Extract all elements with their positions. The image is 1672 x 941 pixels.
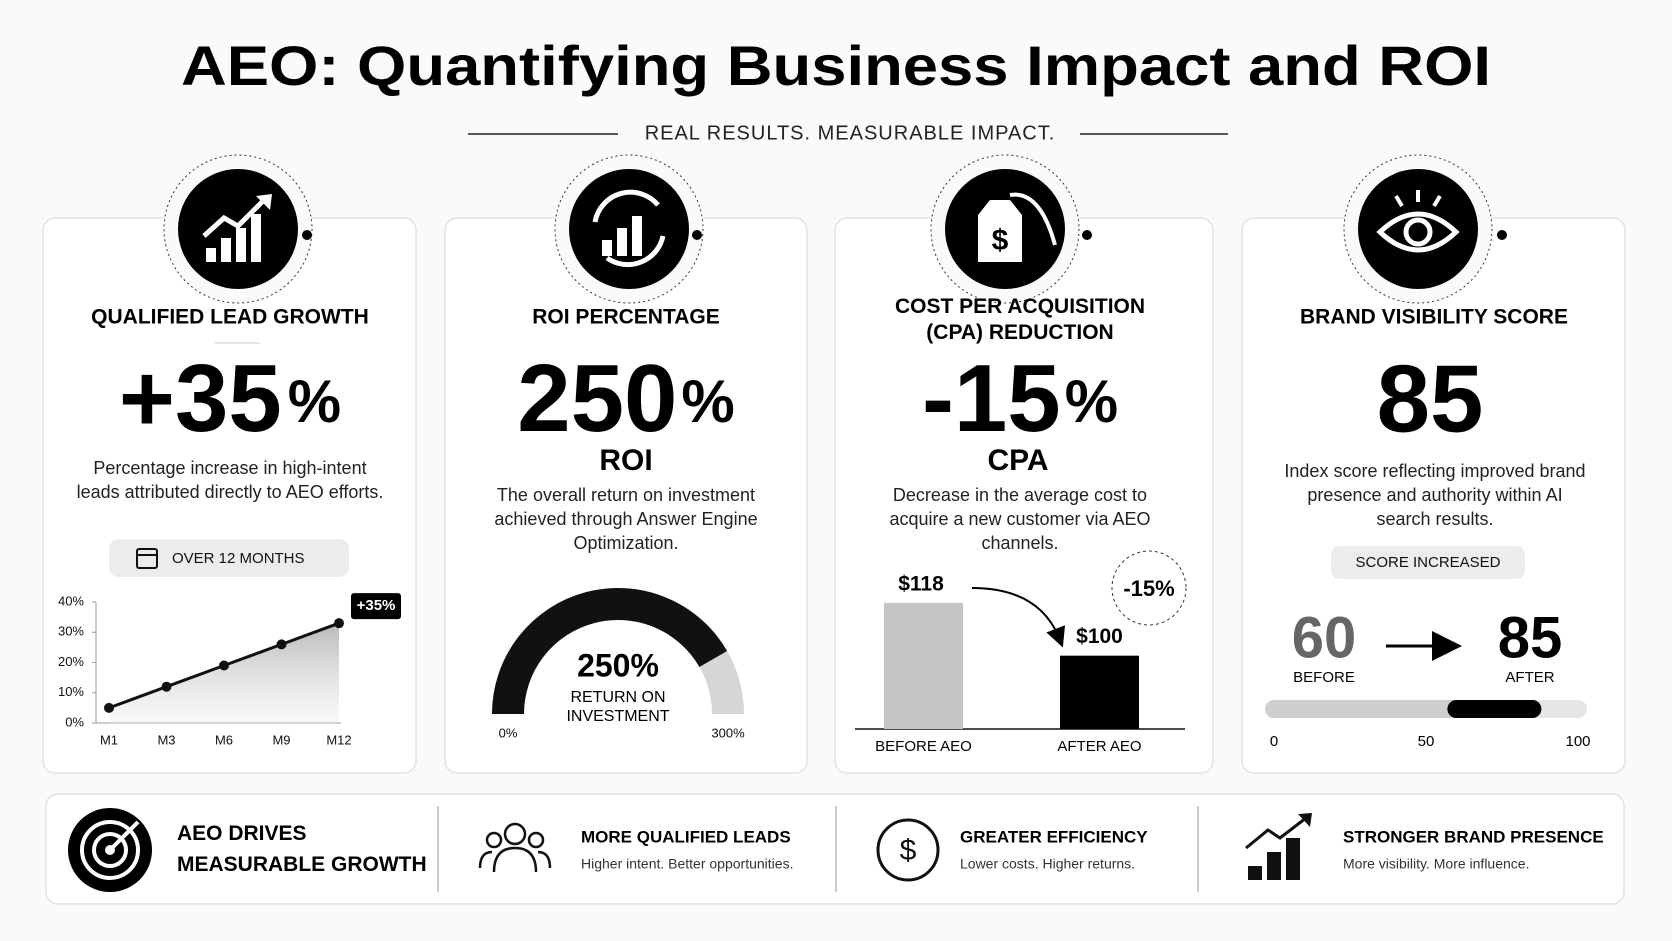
svg-text:$: $ (900, 834, 917, 867)
card-title: ROI PERCENTAGE (532, 306, 719, 329)
bar (1060, 655, 1139, 729)
description: Decrease in the average cost to acquire … (889, 485, 1151, 553)
icon-growth (163, 154, 313, 304)
calendar-icon (136, 548, 158, 569)
callout (1111, 550, 1187, 626)
footer-panel (45, 793, 1625, 905)
icon-eye (1343, 154, 1507, 304)
x-tick-label: M6 (215, 732, 233, 747)
y-tick-label: 30% (58, 624, 84, 639)
x-tick-label: M1 (100, 732, 118, 747)
metric: +35% (119, 345, 341, 452)
footer-item-text: Lower costs. Higher returns. (960, 856, 1135, 872)
target-icon (68, 808, 152, 892)
y-tick-label: 10% (58, 684, 84, 699)
gauge-caption: RETURN ON INVESTMENT (566, 689, 670, 725)
icon-roi (554, 154, 704, 304)
footer-headline: AEO DRIVES MEASURABLE GROWTH (177, 822, 427, 876)
tick-label: 0% (499, 725, 518, 740)
annotation: +35% (357, 597, 396, 614)
metric-label: CPA (987, 444, 1048, 477)
x-tick-label: M9 (272, 732, 290, 747)
metric-label: ROI (599, 444, 652, 477)
footer-item-text: More visibility. More influence. (1343, 856, 1529, 872)
description-box: Percentage increase in high-intent leads… (76, 458, 384, 502)
metric-unit: % (681, 368, 734, 435)
metric-value: +35 (119, 345, 282, 452)
description-box: The overall return on investment achieve… (494, 485, 758, 553)
metric-value: 85 (1377, 345, 1484, 452)
description-box: Decrease in the average cost to acquire … (889, 485, 1151, 553)
point (104, 702, 114, 713)
footer-item-title: GREATER EFFICIENCY (960, 827, 1148, 846)
badge-text: SCORE INCREASED (1355, 554, 1500, 571)
metric-unit: % (1065, 368, 1118, 435)
y-tick-label: 0% (65, 714, 84, 729)
metric-unit: % (288, 368, 341, 435)
metric: -15% (922, 345, 1118, 452)
chart-icon (1245, 813, 1312, 880)
x-tick-label: M12 (326, 732, 351, 747)
dollar-icon: $ (876, 818, 940, 882)
y-tick-label: 20% (58, 654, 84, 669)
badge (109, 539, 349, 577)
card-title: COST PER ACQUISITION (CPA) REDUCTION (894, 295, 1146, 344)
x-tick-label: M3 (157, 732, 175, 747)
caption-box: RETURN ON INVESTMENT (566, 689, 670, 725)
annotation: -15% (1123, 576, 1174, 601)
score: 85 (1498, 605, 1563, 670)
page-title: AEO: Quantifying Business Impact and ROI (181, 34, 1491, 97)
metric-value: 250 (517, 345, 677, 452)
point (276, 639, 287, 650)
description: Percentage increase in high-intent leads… (76, 458, 384, 502)
y-tick-label: 40% (58, 593, 84, 608)
x-tick-label: BEFORE AEO (875, 738, 972, 755)
callout (351, 593, 401, 620)
value-label: $118 (898, 572, 944, 595)
card-title: BRAND VISIBILITY SCORE (1300, 306, 1568, 329)
x-tick-label: 0 (1270, 733, 1278, 750)
badge (1331, 546, 1525, 579)
arrow (971, 587, 1066, 648)
gauge-label: 250% (577, 647, 659, 683)
x-tick-label: 100 (1565, 733, 1590, 750)
tick-label: 300% (711, 725, 745, 740)
card-title: QUALIFIED LEAD GROWTH (91, 306, 369, 329)
x-tick-label: 50 (1418, 733, 1435, 750)
metric: 250% (517, 345, 735, 452)
point (161, 681, 172, 692)
people-icon (478, 822, 552, 873)
score-label: BEFORE (1293, 669, 1355, 686)
metric-value: -15 (922, 345, 1061, 452)
bar (884, 602, 963, 729)
title-box: COST PER ACQUISITION (CPA) REDUCTION (894, 295, 1146, 344)
svg-text:$: $ (992, 224, 1009, 257)
icon-cost: $ (930, 154, 1092, 304)
headline-box: AEO DRIVES MEASURABLE GROWTH (177, 822, 427, 876)
point (334, 618, 344, 629)
x-tick-label: AFTER AEO (1057, 738, 1141, 755)
score-label: AFTER (1505, 669, 1554, 686)
description-box: Index score reflecting improved brand pr… (1284, 461, 1586, 529)
footer-item-title: STRONGER BRAND PRESENCE (1343, 827, 1604, 846)
badge-text: OVER 12 MONTHS (172, 550, 305, 567)
score: 60 (1292, 605, 1357, 670)
description: The overall return on investment achieve… (494, 485, 758, 553)
footer-item-title: MORE QUALIFIED LEADS (581, 827, 791, 846)
value-label: $100 (1076, 625, 1123, 648)
point (219, 660, 229, 671)
description: Index score reflecting improved brand pr… (1284, 461, 1586, 529)
footer-item-text: Higher intent. Better opportunities. (581, 856, 793, 872)
subtitle: REAL RESULTS. MEASURABLE IMPACT. (645, 122, 1056, 144)
gauge-value (492, 588, 728, 715)
